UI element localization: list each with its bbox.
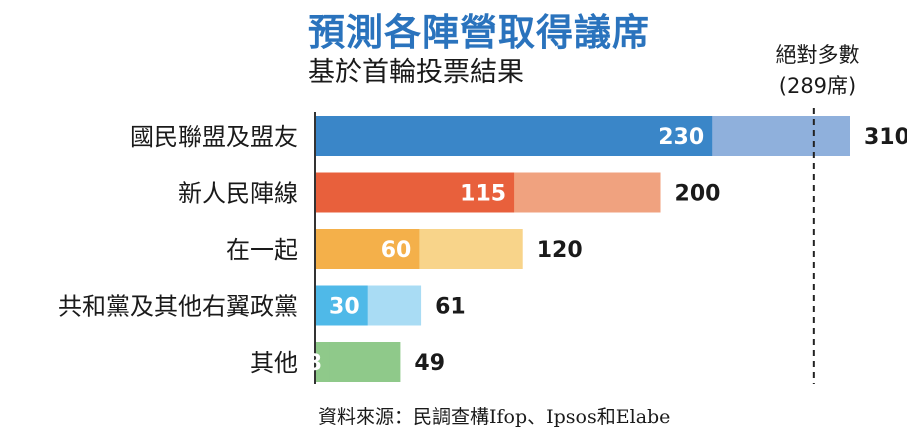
category-label: 共和黨及其他右翼政黨 xyxy=(58,293,298,321)
majority-label: 絕對多數 (289席) xyxy=(745,40,890,102)
value-label-high: 200 xyxy=(675,182,721,207)
value-label-low: 8 xyxy=(306,351,321,376)
category-label: 其他 xyxy=(250,349,298,377)
majority-label-line2: (289席) xyxy=(778,74,857,98)
value-label-low: 115 xyxy=(460,182,506,207)
bar-low xyxy=(316,116,713,156)
bar-high xyxy=(316,342,401,382)
bar-low xyxy=(316,285,368,326)
value-label-low: 30 xyxy=(329,295,360,320)
chart-title: 預測各陣營取得議席 xyxy=(308,11,650,54)
category-label: 國民聯盟及盟友 xyxy=(130,123,298,151)
bar-low xyxy=(316,172,515,213)
bar-low xyxy=(316,229,420,269)
chart-subtitle: 基於首輪投票結果 xyxy=(308,57,524,88)
value-label-high: 61 xyxy=(435,295,466,320)
source-note: 資料來源：民調查構Ifop、Ipsos和Elabe xyxy=(318,406,671,428)
value-label-high: 120 xyxy=(537,238,583,263)
value-label-high: 49 xyxy=(414,351,445,376)
bar-low xyxy=(316,342,330,382)
category-label: 新人民陣線 xyxy=(178,180,298,208)
value-label-high: 310 xyxy=(864,125,907,150)
category-label: 在一起 xyxy=(226,236,298,264)
majority-label-line1: 絕對多數 xyxy=(775,43,860,67)
value-label-low: 60 xyxy=(381,238,412,263)
value-label-low: 230 xyxy=(658,125,704,150)
